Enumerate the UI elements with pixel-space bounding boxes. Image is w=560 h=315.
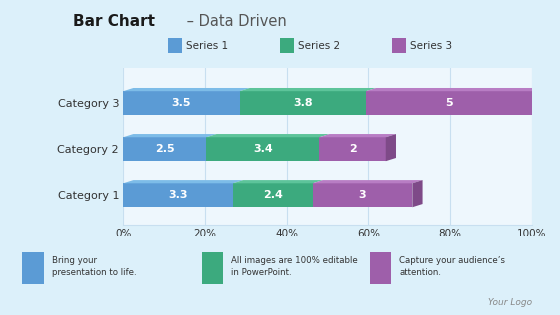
Bar bbox=[240, 91, 366, 115]
Polygon shape bbox=[123, 88, 250, 91]
Text: Series 2: Series 2 bbox=[298, 41, 340, 51]
Text: 3.8: 3.8 bbox=[293, 98, 312, 108]
Text: Capture your audience’s
attention.: Capture your audience’s attention. bbox=[399, 256, 505, 277]
Bar bbox=[206, 137, 319, 161]
Bar bbox=[123, 183, 233, 207]
Polygon shape bbox=[319, 134, 396, 137]
Bar bbox=[123, 137, 206, 161]
Bar bbox=[233, 183, 312, 207]
Text: 2.5: 2.5 bbox=[155, 144, 175, 154]
Bar bbox=[312, 183, 412, 207]
Polygon shape bbox=[312, 180, 423, 183]
Text: 3.3: 3.3 bbox=[169, 190, 188, 200]
Polygon shape bbox=[233, 180, 323, 183]
Polygon shape bbox=[123, 180, 243, 183]
Text: Bring your
presentation to life.: Bring your presentation to life. bbox=[52, 256, 137, 277]
Text: Series 1: Series 1 bbox=[186, 41, 228, 51]
Polygon shape bbox=[366, 88, 542, 91]
Polygon shape bbox=[412, 180, 423, 207]
Polygon shape bbox=[532, 88, 542, 115]
Text: Your Logo: Your Logo bbox=[488, 298, 532, 307]
Text: 3.5: 3.5 bbox=[171, 98, 191, 108]
Polygon shape bbox=[240, 88, 376, 91]
Polygon shape bbox=[123, 134, 217, 137]
Text: 3.4: 3.4 bbox=[253, 144, 273, 154]
Bar bbox=[123, 91, 240, 115]
Text: – Data Driven: – Data Driven bbox=[182, 14, 287, 29]
Text: 3: 3 bbox=[359, 190, 366, 200]
Text: Series 3: Series 3 bbox=[410, 41, 452, 51]
Bar bbox=[319, 137, 386, 161]
Text: 2: 2 bbox=[349, 144, 356, 154]
Text: Bar Chart: Bar Chart bbox=[73, 14, 155, 29]
Text: 2.4: 2.4 bbox=[263, 190, 283, 200]
Polygon shape bbox=[386, 134, 396, 161]
Text: 5: 5 bbox=[445, 98, 452, 108]
Text: All images are 100% editable
in PowerPoint.: All images are 100% editable in PowerPoi… bbox=[231, 256, 358, 277]
Polygon shape bbox=[206, 134, 329, 137]
Bar bbox=[366, 91, 532, 115]
